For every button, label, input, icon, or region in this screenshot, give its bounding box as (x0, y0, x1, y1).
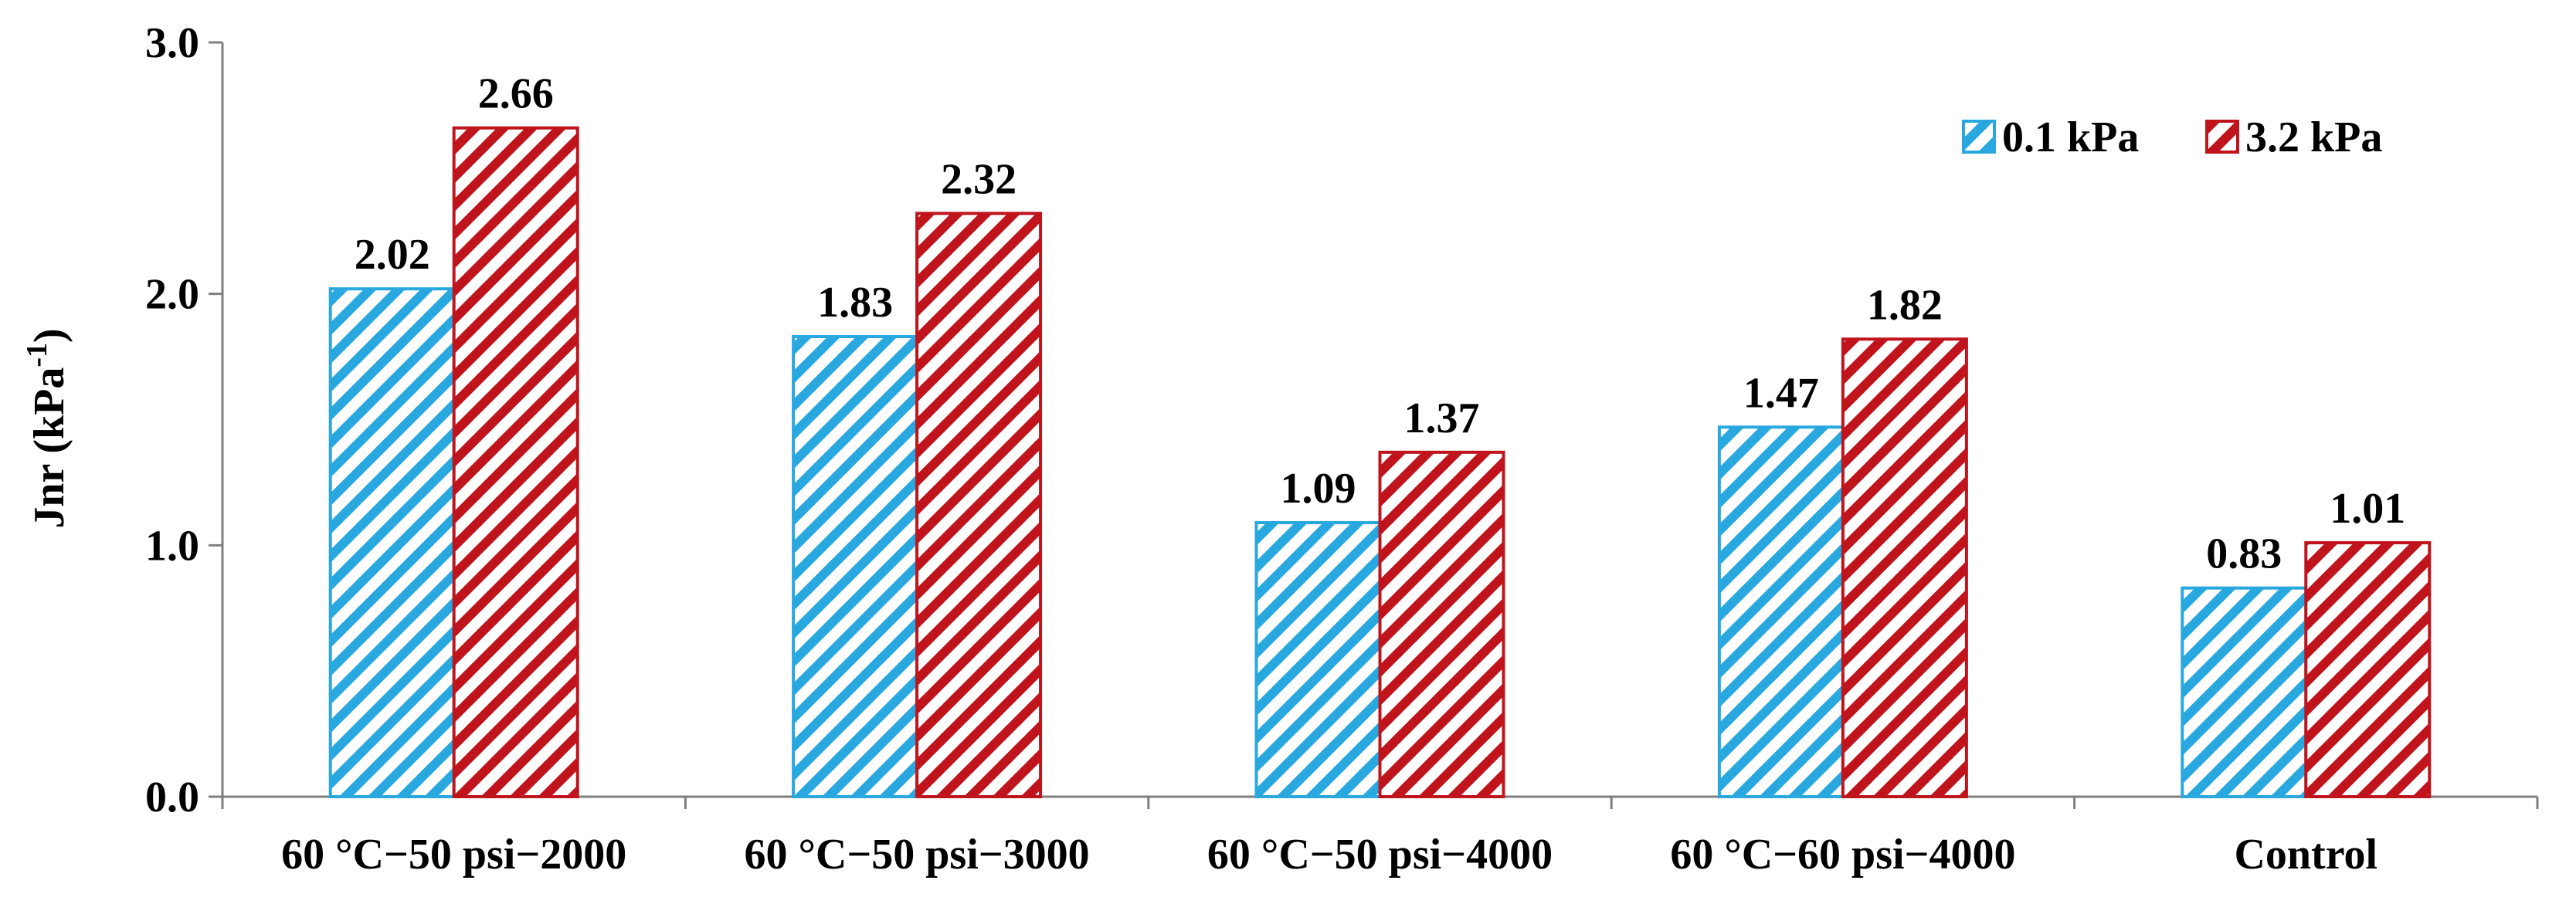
bar-high-stress (2304, 541, 2432, 798)
data-label: 2.66 (478, 70, 554, 118)
bar-high-stress (1378, 450, 1505, 798)
y-tick-label: 0.0 (145, 774, 199, 821)
bar-low-stress (328, 287, 456, 798)
x-category-label: 60 °C−60 psi−4000 (1670, 831, 2015, 879)
y-tick-label: 3.0 (145, 19, 199, 67)
legend-swatch-1 (2205, 120, 2239, 154)
x-category-label: Control (2234, 831, 2377, 879)
bar-low-stress (2181, 586, 2308, 798)
x-category-label: 60 °C−50 psi−4000 (1207, 831, 1553, 879)
y-tick-label: 2.0 (145, 271, 199, 319)
x-category-label: 60 °C−50 psi−3000 (745, 831, 1090, 879)
y-axis-label-main: Jnr (kPa (25, 367, 73, 529)
bar-low-stress (1254, 521, 1382, 798)
data-label: 1.47 (1743, 369, 1819, 417)
data-label: 1.82 (1867, 281, 1943, 329)
legend: 0.1 kPa 3.2 kPa (1962, 113, 2382, 161)
data-label: 2.32 (941, 155, 1016, 203)
data-label: 0.83 (2206, 530, 2282, 578)
data-label: 1.01 (2330, 485, 2405, 533)
data-label: 1.09 (1281, 465, 1356, 513)
x-category-labels: 60 °C−50 psi−2000 60 °C−50 psi−3000 60 °C−… (281, 831, 2377, 879)
legend-swatch-0 (1962, 120, 1996, 154)
data-label: 1.83 (817, 279, 893, 327)
data-label: 1.37 (1404, 394, 1480, 442)
y-tick-label: 1.0 (145, 522, 199, 570)
bar-high-stress (1841, 337, 1968, 798)
y-tick-labels: 0.0 1.0 2.0 3.0 (145, 19, 199, 821)
bars (328, 126, 2432, 799)
y-axis-label: Jnr (kPa-1) (21, 328, 73, 528)
bar-high-stress (915, 212, 1043, 799)
y-axis-label-superscript: -1 (21, 343, 53, 367)
bar-high-stress (452, 126, 579, 798)
x-category-label: 60 °C−50 psi−2000 (281, 831, 626, 879)
legend-label-1: 3.2 kPa (2245, 113, 2382, 161)
legend-label-0: 0.1 kPa (2002, 113, 2139, 161)
bar-low-stress (792, 335, 919, 798)
bar-low-stress (1717, 425, 1845, 799)
data-label: 2.02 (355, 231, 430, 279)
y-axis-label-suffix: ) (25, 328, 73, 343)
data-labels: 2.02 2.66 1.83 2.32 1.09 1.37 1.47 1.82 0.83 1.01 (355, 70, 2406, 578)
